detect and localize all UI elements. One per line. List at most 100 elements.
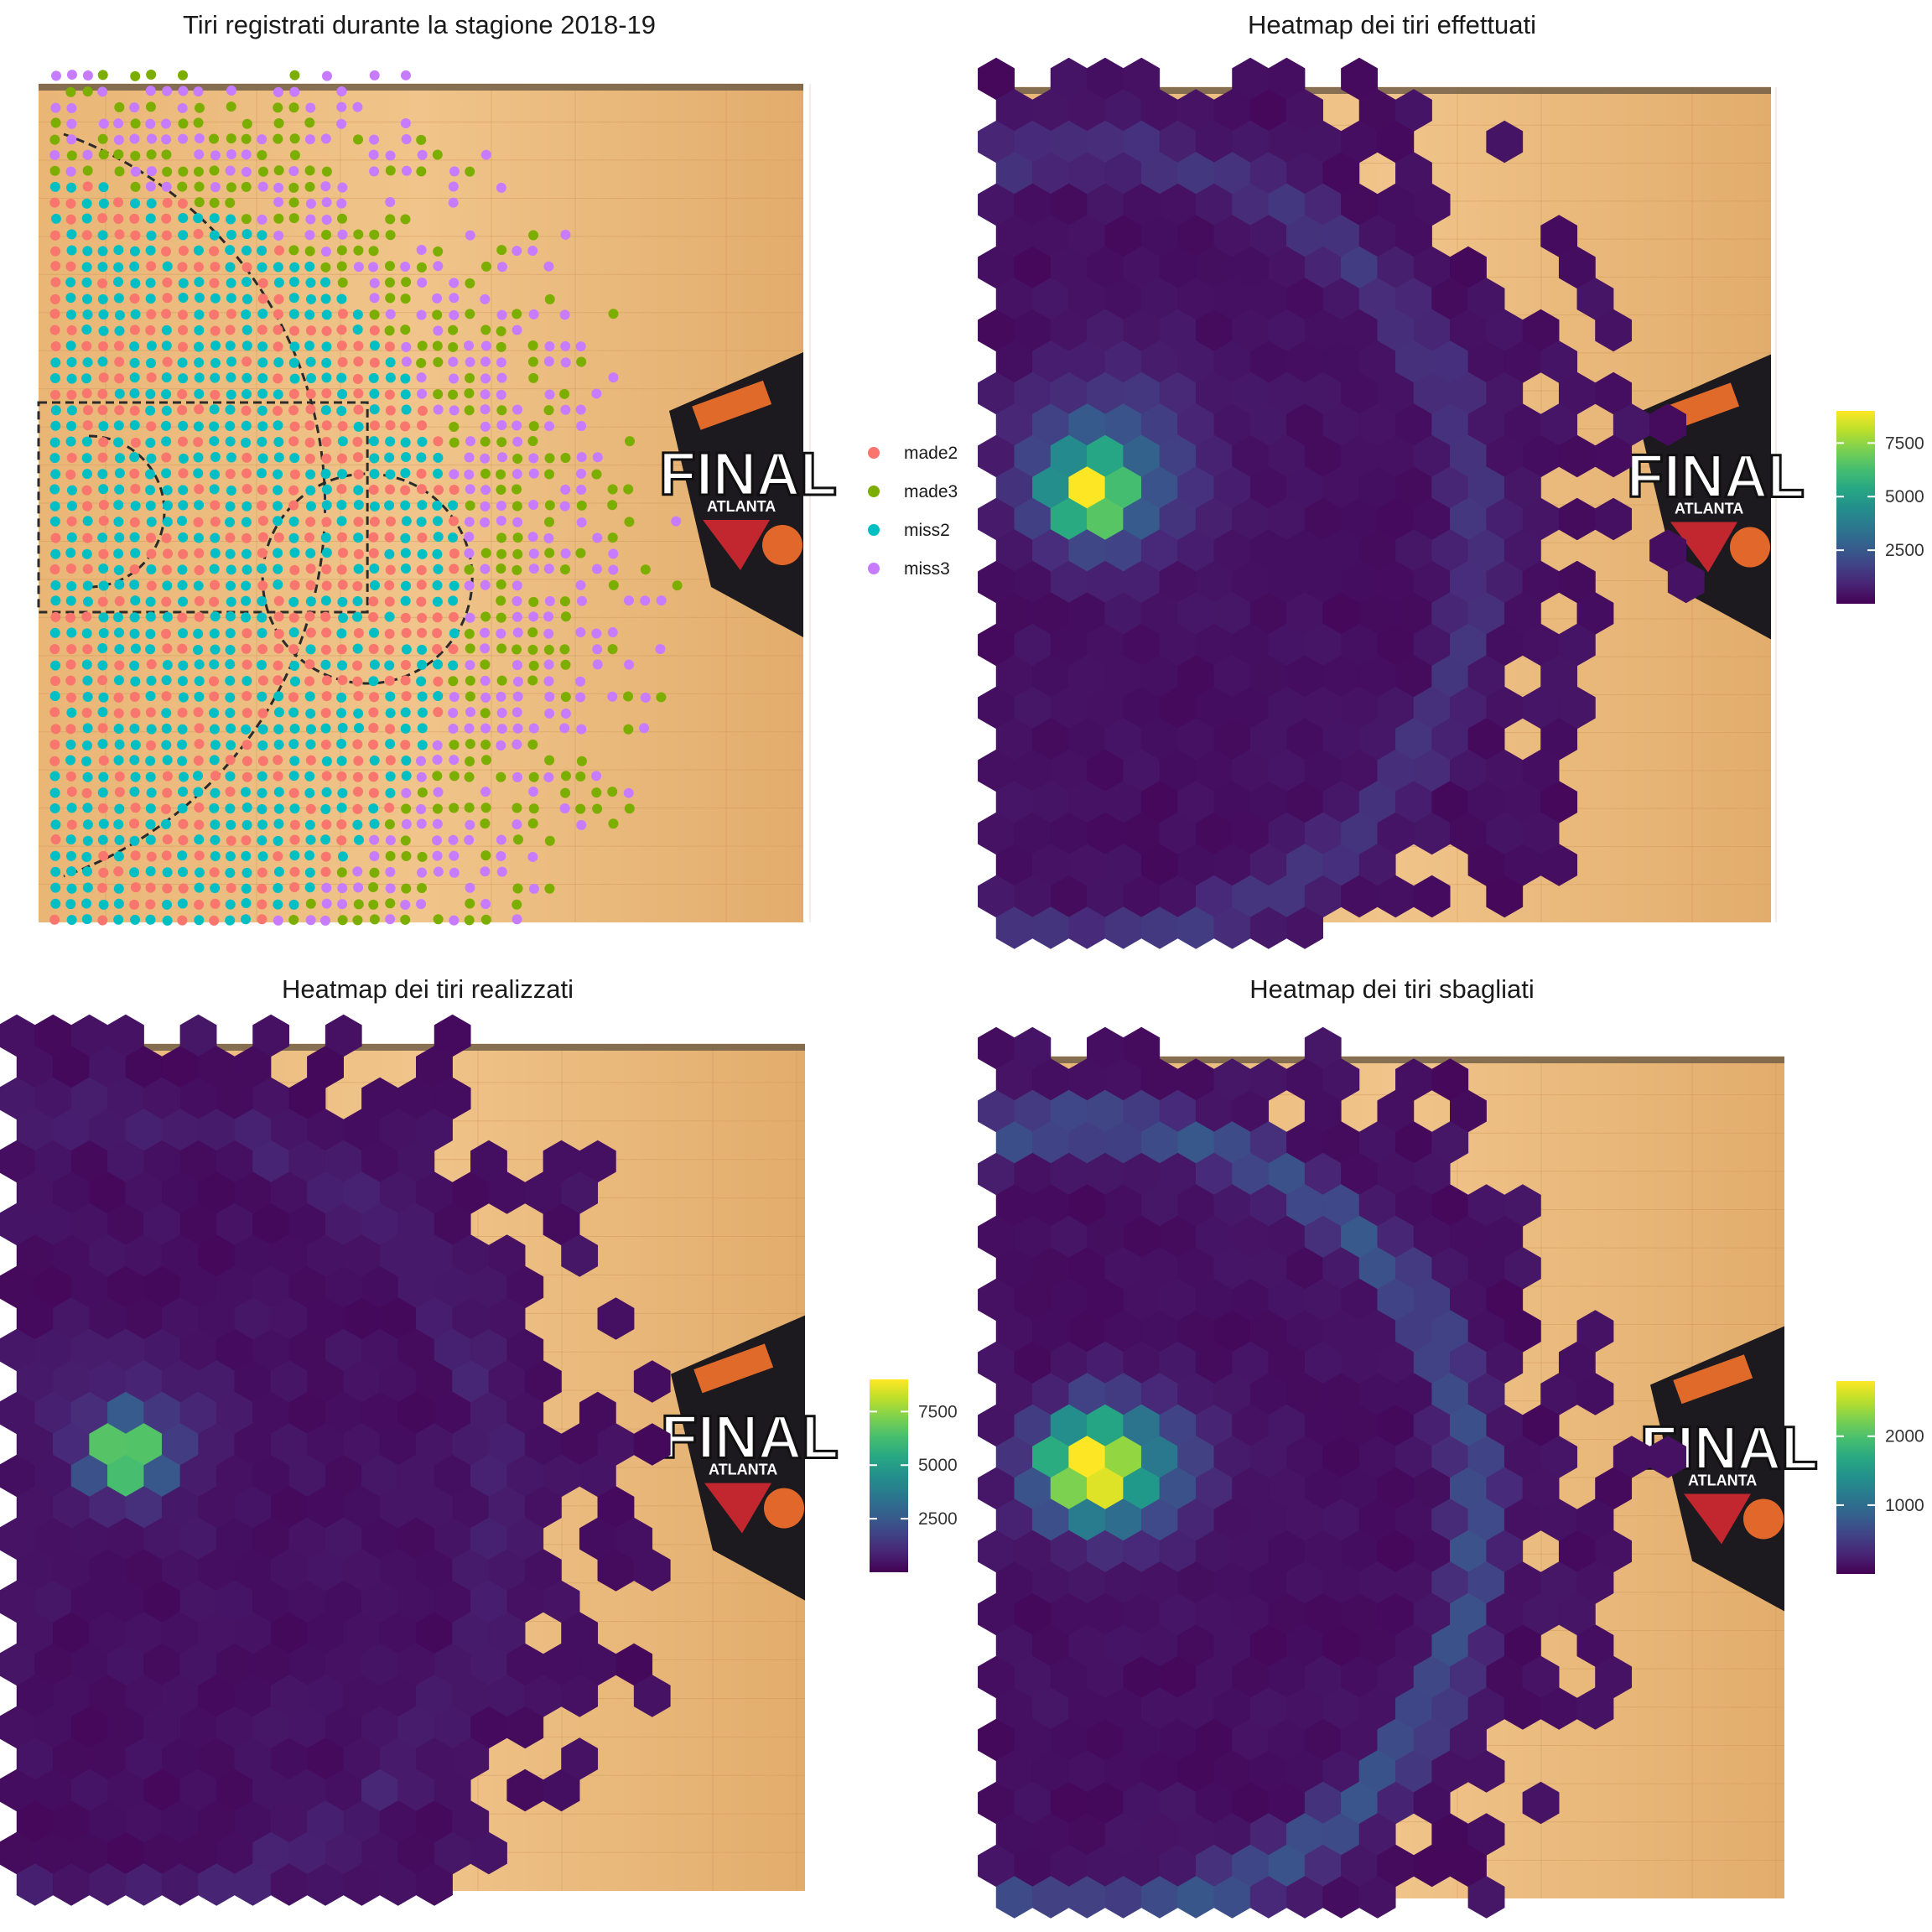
shot-point [352,373,363,384]
shot-point [177,898,188,909]
shot-point [193,213,204,224]
shot-point [496,532,507,543]
shot-point [353,404,364,415]
shot-point [288,596,299,607]
shot-point [496,675,507,686]
shot-point [162,787,173,798]
shot-point [257,803,267,814]
shot-point [209,309,220,320]
shot-point [336,802,347,813]
logo-ball [762,525,802,565]
shot-point [242,802,252,813]
shot-point [353,691,364,702]
shot-point [257,436,267,447]
shot-point [336,325,347,335]
shot-point [225,436,236,447]
shot-point [400,214,411,225]
shot-point [449,802,460,813]
shot-point [591,564,602,574]
shot-point [65,739,76,750]
shot-point [528,548,539,559]
shot-point [305,564,316,574]
shot-point [543,676,554,687]
shot-point [162,86,173,96]
shot-point [194,819,205,830]
shot-point [273,691,284,702]
shot-point [161,149,172,160]
shot-point [49,389,60,400]
shot-point [304,787,315,798]
shot-point [225,197,236,208]
shot-point [385,293,396,304]
shot-point [432,596,443,607]
shot-point [114,373,125,384]
shot-point [337,579,348,590]
shot-point [257,691,267,702]
shot-point [226,230,236,241]
shot-point [337,899,348,910]
shot-point [480,659,491,670]
shot-point [257,756,268,766]
shot-point [575,627,586,638]
shot-point [81,213,92,224]
shot-point [559,644,570,655]
shot-point [321,388,332,399]
shot-point [161,691,172,702]
shot-point [97,452,108,463]
shot-point [289,469,300,480]
shot-point [369,659,380,670]
shot-point [81,548,92,559]
shot-point [257,899,267,910]
shot-point [145,245,156,256]
shot-point [129,246,140,257]
shot-point [129,818,140,829]
shot-point [98,692,109,703]
shot-point [241,166,252,177]
shot-point [288,405,299,416]
shot-point [66,787,77,797]
shot-point [242,229,252,240]
shot-point [194,149,205,160]
shot-point [50,724,61,735]
shot-point [161,740,172,750]
shot-point [49,149,60,160]
shot-point [81,198,92,209]
shot-point [575,341,586,352]
shot-point [288,517,299,527]
shot-point [226,214,236,225]
shot-point [576,595,587,606]
shot-point [178,818,189,829]
shot-point [257,644,268,655]
shot-point [49,501,60,512]
shot-point [544,500,555,511]
shot-point [145,596,156,607]
shot-point [417,691,428,702]
shot-point [146,340,157,351]
shot-point [209,421,220,432]
shot-point [257,262,267,273]
shot-point [352,787,363,797]
shot-point [432,340,443,351]
shot-point [194,739,205,750]
shot-point [49,756,60,766]
shot-point [129,755,140,766]
shot-point [225,501,236,512]
shot-point [544,421,555,432]
shot-point [50,340,61,351]
shot-point [241,787,252,797]
shot-point [305,293,316,304]
shot-point [369,404,380,415]
shot-point [320,405,331,416]
shot-point [304,771,315,782]
shot-point [368,707,379,718]
shot-point [433,676,444,687]
shot-point [528,883,539,894]
shot-point [352,101,363,112]
shot-point [145,691,156,702]
shot-point [385,771,396,782]
shot-point [146,851,157,862]
shot-point [337,675,348,686]
hex-bin [1595,309,1633,352]
